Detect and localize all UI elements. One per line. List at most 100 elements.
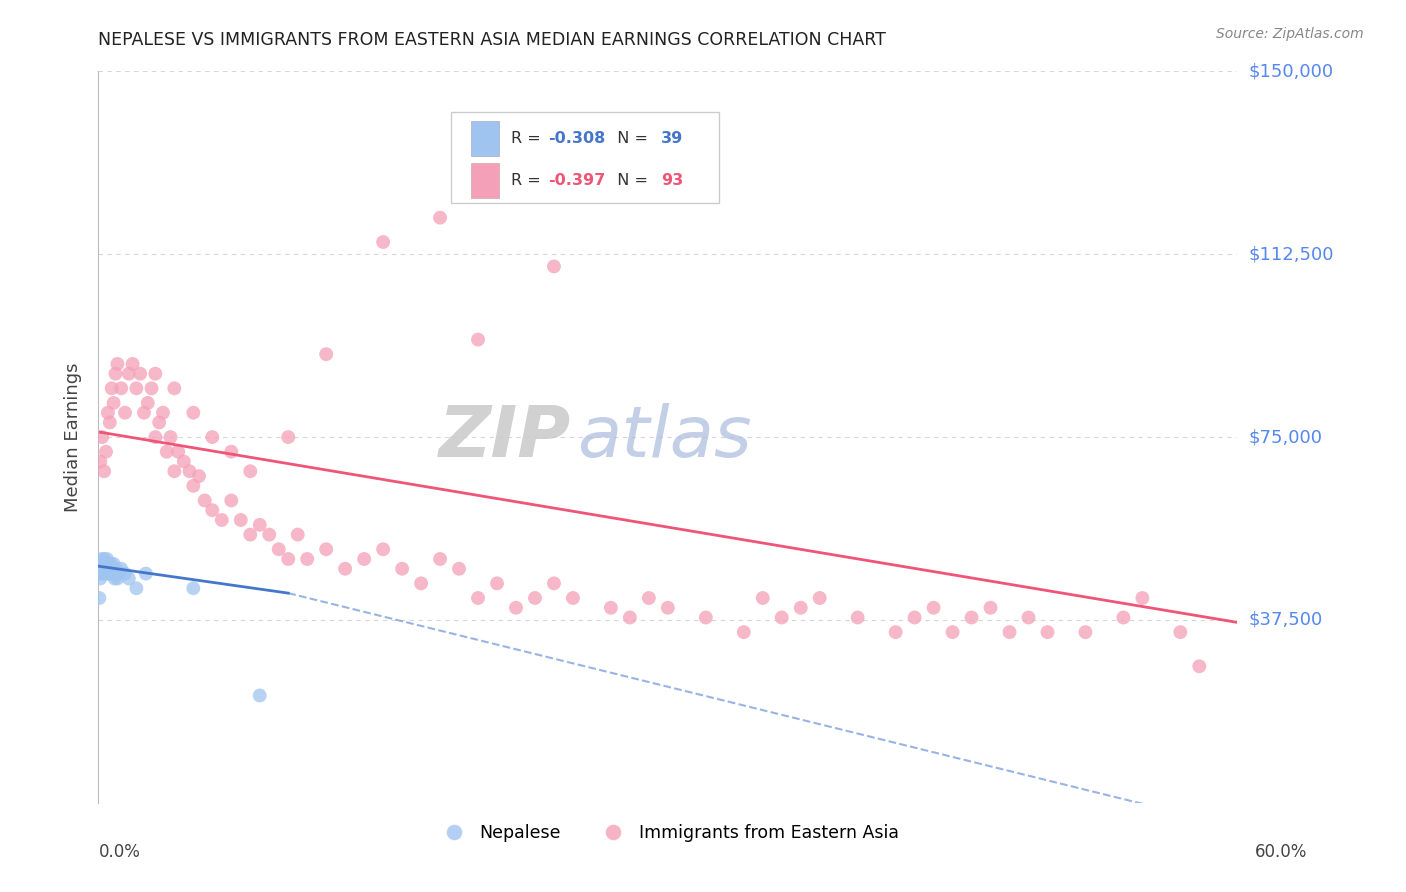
Point xyxy=(543,260,565,274)
Point xyxy=(194,493,217,508)
Point xyxy=(1188,659,1211,673)
Point xyxy=(371,542,394,557)
Point xyxy=(429,211,451,225)
Point xyxy=(1132,591,1154,605)
Point xyxy=(97,566,120,581)
Point xyxy=(201,430,224,444)
Point xyxy=(752,591,775,605)
Point xyxy=(145,367,167,381)
Point xyxy=(884,625,907,640)
Point xyxy=(121,357,143,371)
Point xyxy=(297,552,319,566)
Point xyxy=(118,367,141,381)
Text: N =: N = xyxy=(607,173,654,188)
Point xyxy=(94,444,117,458)
Text: atlas: atlas xyxy=(576,402,751,472)
Y-axis label: Median Earnings: Median Earnings xyxy=(65,362,83,512)
Point xyxy=(1170,625,1192,640)
Point xyxy=(152,406,174,420)
Text: 0.0%: 0.0% xyxy=(98,843,141,861)
Point xyxy=(94,566,117,581)
Point xyxy=(103,396,125,410)
Point xyxy=(447,562,470,576)
Point xyxy=(188,469,211,483)
Point xyxy=(277,430,299,444)
Point xyxy=(91,566,114,581)
Point xyxy=(89,572,111,586)
Text: $37,500: $37,500 xyxy=(1249,611,1323,629)
Point xyxy=(277,552,299,566)
Point xyxy=(201,503,224,517)
Point xyxy=(89,454,111,468)
Point xyxy=(904,610,927,624)
Point xyxy=(524,591,547,605)
Point xyxy=(173,454,195,468)
Text: $112,500: $112,500 xyxy=(1249,245,1334,263)
Point xyxy=(101,566,124,581)
Point xyxy=(411,576,433,591)
Point xyxy=(135,566,157,581)
Point xyxy=(103,557,125,571)
Point xyxy=(89,591,111,605)
Point xyxy=(96,562,118,576)
Point xyxy=(315,542,337,557)
Point xyxy=(239,527,262,541)
Point xyxy=(562,591,585,605)
Text: ZIP: ZIP xyxy=(439,402,571,472)
Text: N =: N = xyxy=(607,131,654,146)
Point xyxy=(467,333,489,347)
Point xyxy=(922,600,945,615)
Point xyxy=(159,430,181,444)
Point xyxy=(183,406,205,420)
Text: R =: R = xyxy=(510,131,546,146)
Point xyxy=(110,381,132,395)
Point xyxy=(145,430,167,444)
Point xyxy=(979,600,1001,615)
Point xyxy=(96,557,118,571)
Point xyxy=(132,406,155,420)
Point xyxy=(808,591,831,605)
Point xyxy=(239,464,262,478)
Point xyxy=(104,367,127,381)
Point xyxy=(221,493,243,508)
Point xyxy=(100,562,122,576)
Point xyxy=(93,464,115,478)
Point xyxy=(1074,625,1097,640)
Point xyxy=(136,396,159,410)
Text: 93: 93 xyxy=(661,173,683,188)
Point xyxy=(267,542,290,557)
Point xyxy=(211,513,233,527)
Point xyxy=(91,430,114,444)
Point xyxy=(486,576,509,591)
Point xyxy=(100,557,122,571)
Point xyxy=(942,625,965,640)
Point xyxy=(600,600,623,615)
Point xyxy=(94,557,117,571)
Point xyxy=(90,557,112,571)
Point xyxy=(1036,625,1059,640)
Point xyxy=(353,552,375,566)
Point xyxy=(619,610,641,624)
Text: -0.397: -0.397 xyxy=(548,173,606,188)
Point xyxy=(429,552,451,566)
Point xyxy=(638,591,661,605)
Point xyxy=(467,591,489,605)
FancyBboxPatch shape xyxy=(451,112,718,203)
Text: R =: R = xyxy=(510,173,546,188)
Point xyxy=(107,572,129,586)
Point xyxy=(100,381,122,395)
Point xyxy=(107,357,129,371)
Point xyxy=(125,381,148,395)
Point xyxy=(259,527,281,541)
Point xyxy=(657,600,679,615)
Point xyxy=(163,464,186,478)
Text: $75,000: $75,000 xyxy=(1249,428,1323,446)
Point xyxy=(93,562,115,576)
Point xyxy=(90,552,112,566)
Point xyxy=(998,625,1021,640)
Point xyxy=(770,610,793,624)
Point xyxy=(156,444,179,458)
Text: Source: ZipAtlas.com: Source: ZipAtlas.com xyxy=(1216,27,1364,41)
Point xyxy=(98,566,121,581)
Point xyxy=(93,557,115,571)
